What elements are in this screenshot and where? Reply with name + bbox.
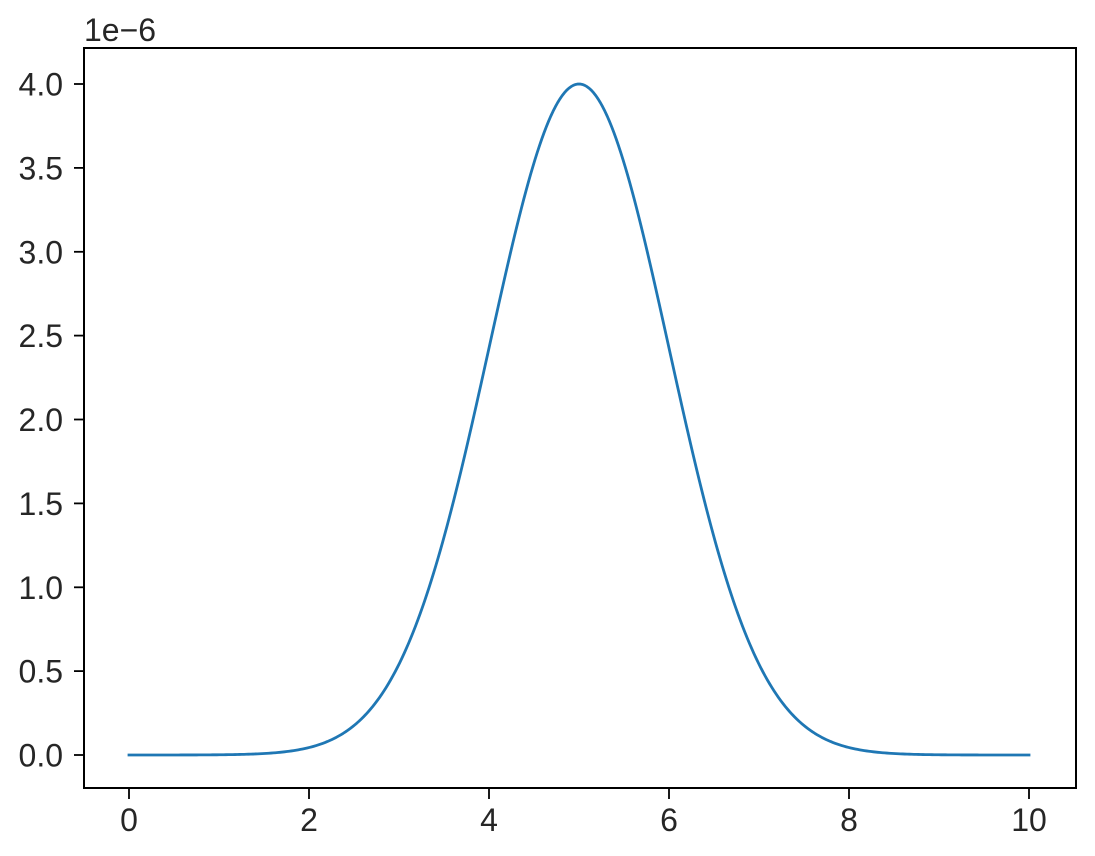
svg-text:0: 0	[120, 802, 138, 838]
svg-text:10: 10	[1011, 802, 1047, 838]
svg-text:0.5: 0.5	[19, 654, 63, 690]
svg-text:4.0: 4.0	[19, 67, 63, 103]
svg-text:2.5: 2.5	[19, 318, 63, 354]
svg-text:1.0: 1.0	[19, 570, 63, 606]
svg-text:3.5: 3.5	[19, 150, 63, 186]
svg-text:0.0: 0.0	[19, 738, 63, 774]
svg-text:4: 4	[480, 802, 498, 838]
svg-text:2: 2	[300, 802, 318, 838]
svg-text:6: 6	[660, 802, 678, 838]
svg-text:2.0: 2.0	[19, 402, 63, 438]
svg-text:1.5: 1.5	[19, 486, 63, 522]
svg-text:3.0: 3.0	[19, 234, 63, 270]
svg-text:1e−6: 1e−6	[84, 12, 156, 48]
svg-text:8: 8	[840, 802, 858, 838]
